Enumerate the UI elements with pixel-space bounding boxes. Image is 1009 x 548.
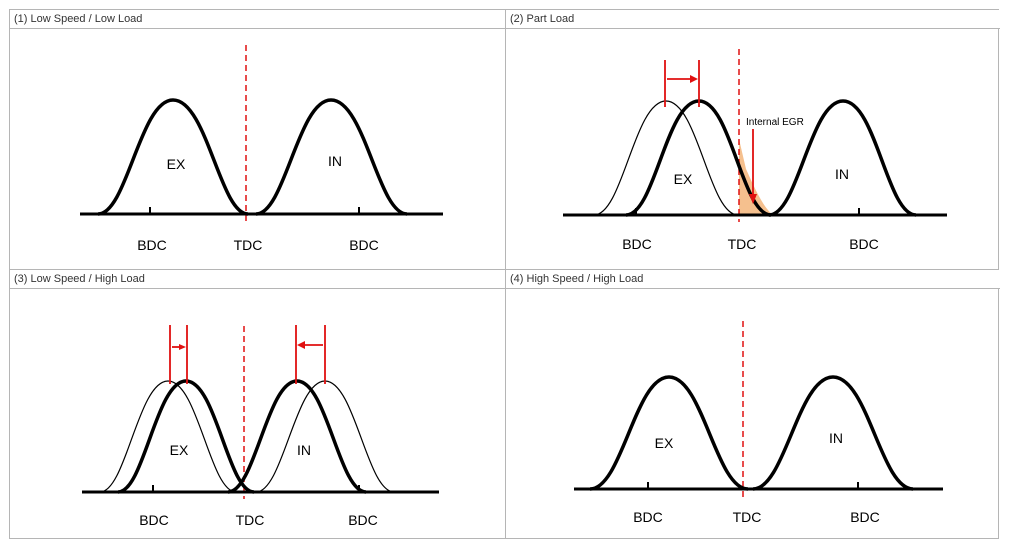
valve-timing-diagram: EX IN BDC TDC BDC bbox=[80, 45, 443, 253]
internal-egr-label: Internal EGR bbox=[746, 117, 804, 128]
intake-lift-curve bbox=[768, 99, 917, 217]
valve-timing-diagram: EX IN BDC TDC BDC bbox=[574, 321, 943, 525]
arrow-head-icon bbox=[179, 344, 186, 350]
panel-title: (3) Low Speed / High Load bbox=[10, 270, 505, 289]
diagram-grid: (1) Low Speed / Low Load EX IN BDC TDC B… bbox=[9, 9, 1000, 540]
valve-timing-diagram: EX IN BDC TDC BDC bbox=[82, 325, 439, 528]
panel-body: EX IN BDC TDC BDC bbox=[10, 29, 505, 269]
tdc-label: TDC bbox=[728, 236, 757, 252]
bdc-label: BDC bbox=[139, 512, 169, 528]
panel-part-load: (2) Part Load Internal EGR EX IN bbox=[506, 10, 1000, 269]
panel-low-speed-high-load: (3) Low Speed / High Load EX bbox=[10, 270, 505, 540]
panel-title: (1) Low Speed / Low Load bbox=[10, 10, 505, 29]
tdc-label: TDC bbox=[236, 512, 265, 528]
ex-label: EX bbox=[170, 442, 189, 458]
bdc-label: BDC bbox=[349, 237, 379, 253]
panel-high-speed-high-load: (4) High Speed / High Load EX IN BDC TDC… bbox=[506, 270, 1000, 540]
intake-lift-curve bbox=[752, 375, 914, 491]
bdc-label: BDC bbox=[849, 236, 879, 252]
grid-divider-vertical bbox=[505, 10, 506, 538]
in-label: IN bbox=[328, 153, 342, 169]
bdc-label: BDC bbox=[633, 509, 663, 525]
intake-lift-curve-advanced bbox=[227, 379, 367, 494]
exhaust-lift-curve-base bbox=[593, 100, 739, 216]
panel-body: EX IN BDC TDC BDC bbox=[10, 289, 505, 540]
arrow-head-icon bbox=[749, 194, 757, 204]
panel-title: (2) Part Load bbox=[506, 10, 1000, 29]
exhaust-lift-curve bbox=[589, 375, 749, 491]
exhaust-lift-curve bbox=[97, 98, 249, 216]
exhaust-lift-curve-retarded bbox=[117, 379, 255, 494]
exhaust-lift-curve-base bbox=[99, 380, 237, 493]
grid-divider-horizontal bbox=[10, 269, 998, 270]
bdc-label: BDC bbox=[850, 509, 880, 525]
panel-body: EX IN BDC TDC BDC bbox=[506, 289, 1000, 540]
arrow-head-icon bbox=[297, 341, 305, 349]
ex-label: EX bbox=[674, 171, 693, 187]
in-label: IN bbox=[835, 166, 849, 182]
in-label: IN bbox=[829, 430, 843, 446]
panel-body: Internal EGR EX IN BDC TDC BDC bbox=[506, 29, 1000, 269]
ex-label: EX bbox=[655, 435, 674, 451]
internal-egr-overlap-area bbox=[739, 139, 773, 215]
tdc-label: TDC bbox=[234, 237, 263, 253]
bdc-label: BDC bbox=[622, 236, 652, 252]
bdc-label: BDC bbox=[137, 237, 167, 253]
bdc-label: BDC bbox=[348, 512, 378, 528]
in-label: IN bbox=[297, 442, 311, 458]
arrow-head-icon bbox=[690, 75, 698, 83]
ex-label: EX bbox=[167, 156, 186, 172]
tdc-label: TDC bbox=[733, 509, 762, 525]
valve-timing-diagram: Internal EGR EX IN BDC TDC BDC bbox=[563, 49, 947, 252]
panel-low-speed-low-load: (1) Low Speed / Low Load EX IN BDC TDC B… bbox=[10, 10, 505, 269]
intake-lift-curve bbox=[255, 98, 408, 216]
panel-title: (4) High Speed / High Load bbox=[506, 270, 1000, 289]
